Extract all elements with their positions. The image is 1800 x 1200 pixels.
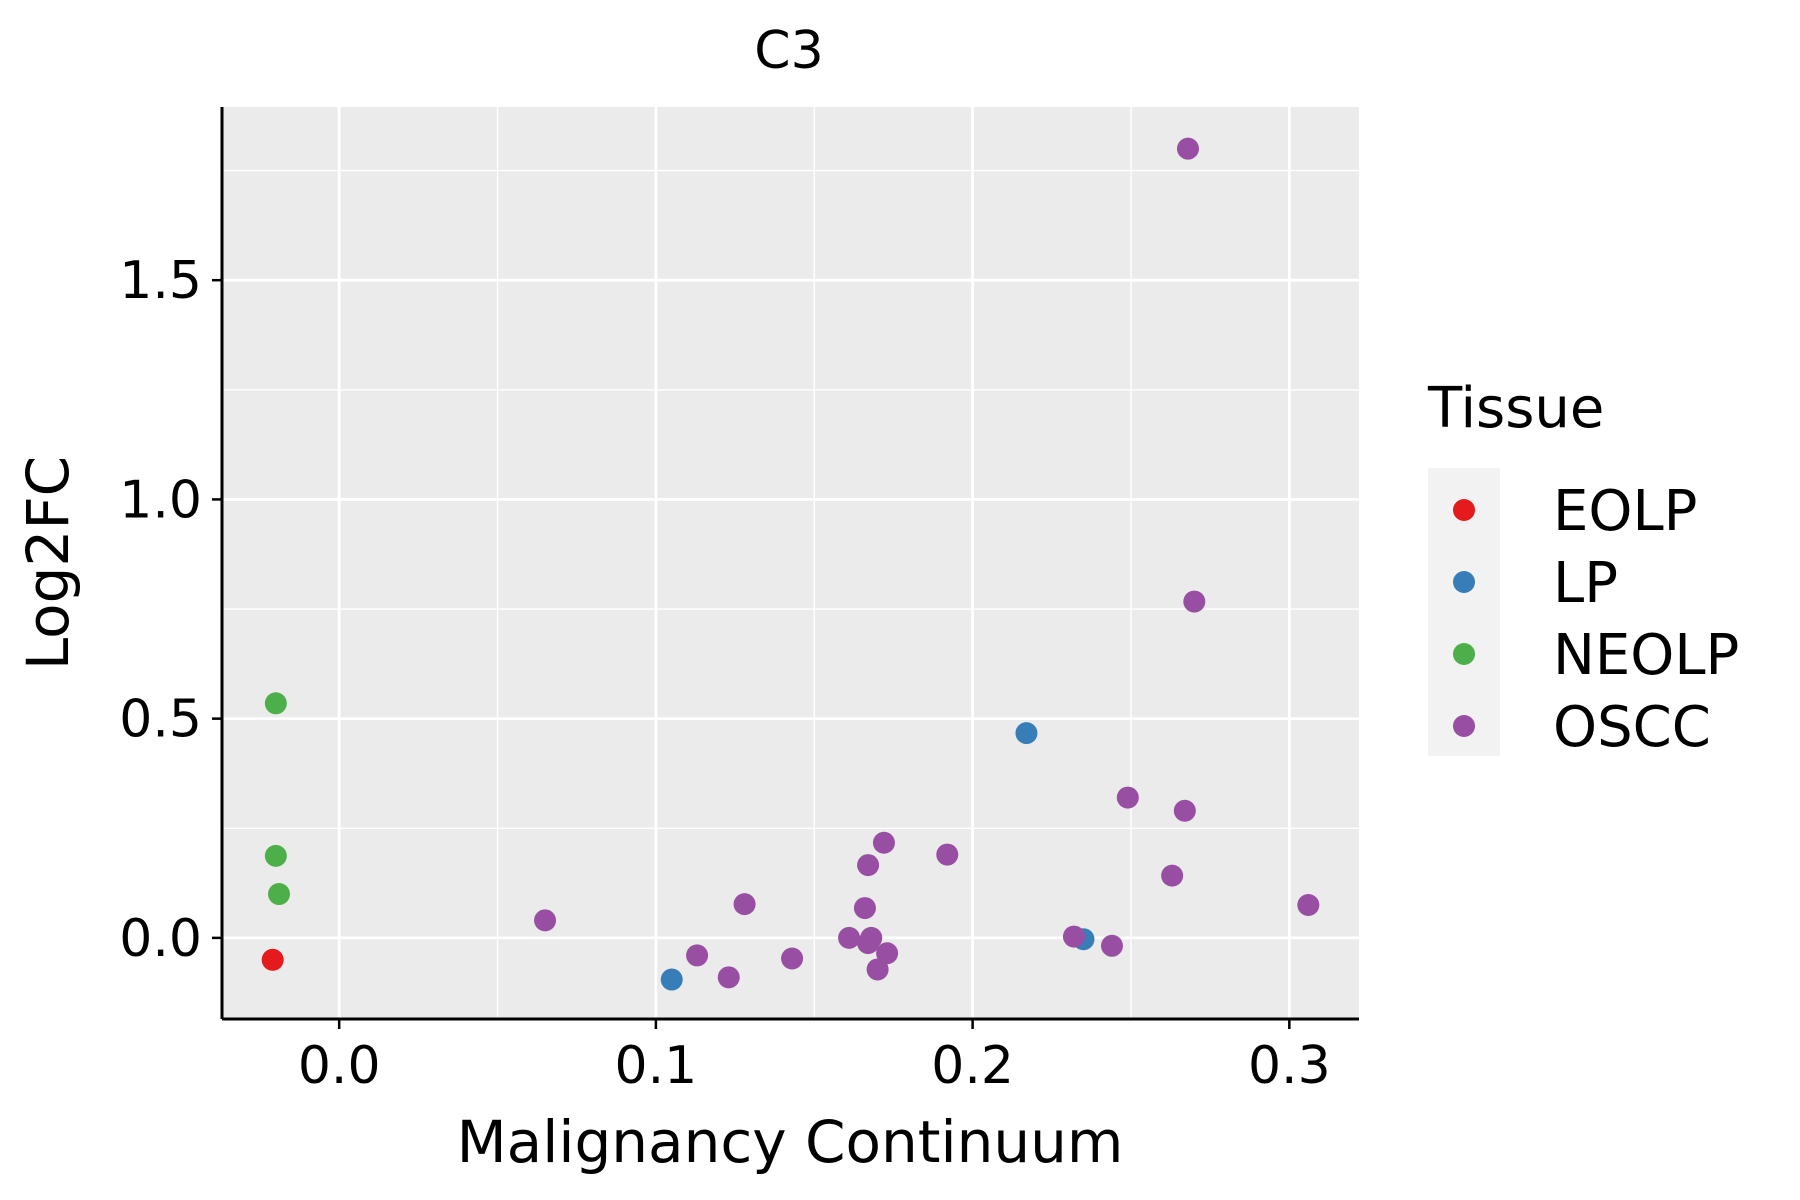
legend-key-oscc [1453,715,1475,737]
data-points [261,137,1320,991]
y-axis-ticks: 0.0 0.5 1.0 1.5 [119,251,222,969]
data-point-oscc [853,897,876,920]
chart-title: C3 [754,21,823,81]
legend-title: Tissue [1427,376,1604,441]
data-point-oscc [866,958,889,981]
x-tick-label: 0.0 [298,1036,381,1096]
legend: Tissue EOLP LP NEOLP OSCC [1427,376,1739,760]
legend-label-neolp: NEOLP [1553,623,1739,688]
data-point-eolp [261,948,284,971]
data-point-neolp [264,844,287,867]
y-tick-label: 0.0 [119,909,202,969]
data-point-oscc [1176,137,1199,160]
x-tick-label: 0.3 [1248,1036,1331,1096]
legend-label-eolp: EOLP [1553,479,1697,544]
data-point-oscc [860,926,883,949]
minor-grid [222,107,1359,1019]
y-tick-label: 1.5 [119,251,202,311]
x-axis-title: Malignancy Continuum [457,1108,1124,1176]
data-point-oscc [686,944,709,967]
data-point-oscc [1100,934,1123,957]
y-tick-label: 0.5 [119,690,202,750]
data-point-lp [660,968,683,991]
x-axis-ticks: 0.0 0.1 0.2 0.3 [298,1019,1331,1096]
y-tick-label: 1.0 [119,470,202,530]
legend-key-eolp [1453,499,1475,521]
data-point-oscc [876,942,899,965]
data-point-oscc [733,893,756,916]
x-tick-label: 0.2 [931,1036,1014,1096]
data-point-oscc [781,947,804,970]
data-point-oscc [534,909,557,932]
data-point-oscc [1183,590,1206,613]
legend-key-lp [1453,571,1475,593]
legend-items: EOLP LP NEOLP OSCC [1453,479,1739,760]
data-point-neolp [268,883,291,906]
y-axis-title: Log2FC [14,456,82,670]
legend-key-neolp [1453,643,1475,665]
data-point-oscc [838,926,861,949]
data-point-lp [1015,722,1038,745]
data-point-neolp [264,692,287,715]
data-point-oscc [717,966,740,989]
x-tick-label: 0.1 [615,1036,698,1096]
data-point-oscc [1062,925,1085,948]
data-point-oscc [857,854,880,877]
data-point-oscc [1116,786,1139,809]
major-grid [222,107,1359,1019]
data-point-oscc [1173,799,1196,822]
legend-label-lp: LP [1553,551,1618,616]
data-point-oscc [1161,864,1184,887]
plot-panel [222,107,1359,1019]
legend-label-oscc: OSCC [1553,695,1711,760]
data-point-oscc [936,843,959,866]
data-point-oscc [1297,894,1320,916]
data-point-oscc [872,831,895,854]
